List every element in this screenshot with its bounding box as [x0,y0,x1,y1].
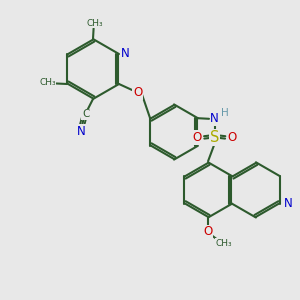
Text: O: O [203,225,213,239]
Text: N: N [210,112,219,125]
Text: O: O [133,86,142,99]
Text: H: H [221,108,229,118]
Text: N: N [284,196,292,210]
Text: O: O [227,131,237,144]
Text: CH₃: CH₃ [215,239,232,248]
Text: N: N [121,47,130,60]
Text: CH₃: CH₃ [86,19,103,28]
Text: N: N [77,125,86,138]
Text: O: O [193,131,202,144]
Text: CH₃: CH₃ [39,78,56,87]
Text: C: C [82,109,89,119]
Text: S: S [210,130,219,145]
